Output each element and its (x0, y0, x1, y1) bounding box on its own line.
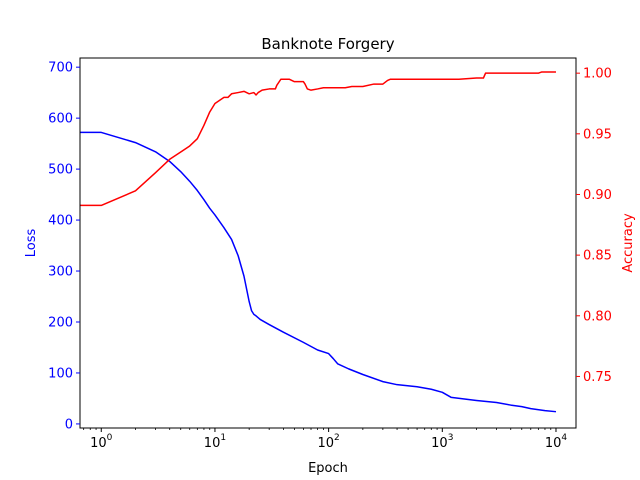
left-y-tick-label: 200 (48, 315, 73, 330)
x-axis: 100 101 102 103 104 (83, 428, 568, 451)
x-tick-label: 101 (204, 433, 226, 451)
left-axis-label: Loss (24, 229, 39, 258)
right-y-tick-label: 1.00 (583, 67, 612, 82)
left-y-axis: 0 100 200 300 400 500 600 700 (48, 61, 80, 432)
left-y-tick-label: 700 (48, 61, 73, 76)
left-y-tick-label: 100 (48, 366, 73, 381)
right-y-tick-label: 0.95 (583, 127, 612, 142)
left-y-tick-label: 400 (48, 214, 73, 229)
plot-frame (79, 57, 577, 429)
left-y-tick-label: 600 (48, 112, 73, 127)
x-tick-label: 102 (317, 433, 339, 451)
x-tick-label: 103 (431, 433, 453, 451)
x-tick-label: 100 (90, 433, 113, 451)
left-y-tick-label: 300 (48, 265, 73, 280)
right-axis-label: Accuracy (621, 213, 636, 273)
right-y-tick-label: 0.90 (583, 188, 612, 203)
right-y-tick-label: 0.85 (583, 249, 612, 264)
right-y-tick-label: 0.80 (583, 309, 612, 324)
left-y-tick-label: 0 (65, 417, 73, 432)
series-layer (80, 71, 557, 413)
chart-title: Banknote Forgery (261, 35, 394, 53)
x-tick-label: 104 (545, 433, 568, 451)
loss-series-line (80, 131, 557, 413)
right-y-axis: 0.75 0.80 0.85 0.90 0.95 1.00 (576, 67, 612, 385)
right-y-tick-label: 0.75 (583, 370, 612, 385)
x-axis-label: Epoch (308, 461, 348, 476)
left-y-tick-label: 500 (48, 163, 73, 178)
accuracy-series-line (80, 71, 556, 207)
